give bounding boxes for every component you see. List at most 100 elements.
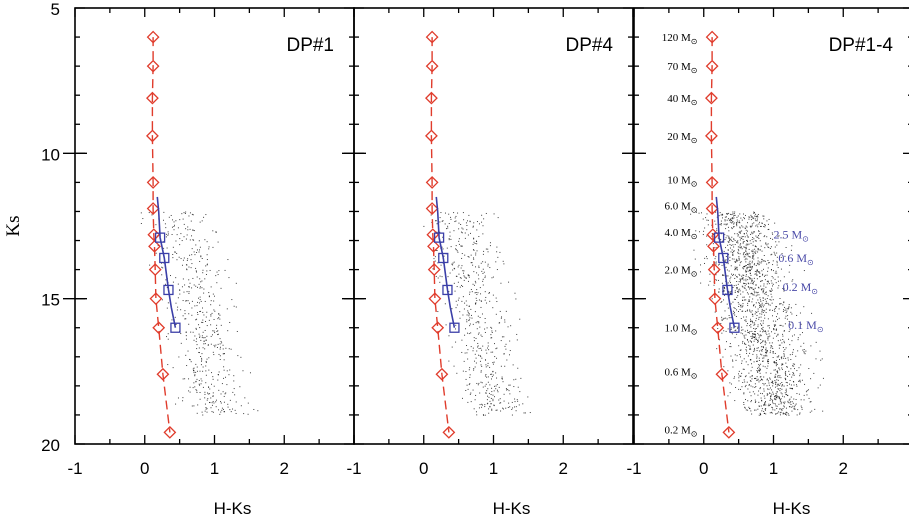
star-point — [745, 334, 747, 336]
star-point — [730, 329, 732, 331]
star-point — [720, 323, 722, 325]
star-point — [206, 311, 208, 313]
star-point — [753, 288, 755, 290]
star-point — [743, 268, 745, 270]
star-point — [716, 348, 718, 350]
star-point — [472, 323, 474, 325]
star-point — [167, 338, 169, 340]
star-point — [488, 392, 490, 394]
star-point — [735, 261, 737, 263]
star-point — [734, 211, 736, 213]
star-point — [482, 414, 484, 416]
star-point — [774, 325, 776, 327]
star-point — [742, 303, 744, 305]
star-point — [449, 231, 451, 233]
star-point — [723, 286, 725, 288]
star-point — [475, 297, 477, 299]
star-point — [732, 244, 734, 246]
star-point — [484, 275, 486, 277]
star-point — [737, 246, 739, 248]
star-point — [740, 280, 742, 282]
star-point — [761, 308, 763, 310]
star-point — [757, 260, 759, 262]
x-tick-label: -1 — [346, 459, 361, 478]
star-point — [772, 320, 774, 322]
star-point — [466, 321, 468, 323]
star-point — [766, 379, 768, 381]
star-point — [759, 387, 761, 389]
star-point — [795, 303, 797, 305]
star-point — [174, 251, 176, 253]
star-point — [205, 316, 207, 318]
star-point — [774, 361, 776, 363]
star-point — [478, 354, 480, 356]
star-point — [730, 276, 732, 278]
star-point — [487, 251, 489, 253]
star-point — [785, 381, 787, 383]
star-point — [731, 273, 733, 275]
star-point — [743, 287, 745, 289]
star-point — [766, 220, 768, 222]
star-point — [469, 376, 471, 378]
star-point — [492, 363, 494, 365]
star-point — [773, 251, 775, 253]
star-point — [509, 406, 511, 408]
star-point — [783, 401, 785, 403]
star-point — [739, 309, 741, 311]
star-point — [496, 301, 498, 303]
star-point — [475, 302, 477, 304]
star-point — [750, 214, 752, 216]
star-point — [751, 281, 753, 283]
star-point — [789, 387, 791, 389]
star-point — [199, 278, 201, 280]
star-point — [751, 366, 753, 368]
star-point — [197, 286, 199, 288]
star-point — [193, 367, 195, 369]
star-point — [764, 314, 766, 316]
star-point — [742, 238, 744, 240]
star-point — [796, 385, 798, 387]
star-point — [215, 275, 217, 277]
star-point — [737, 289, 739, 291]
star-point — [711, 298, 713, 300]
star-point — [222, 348, 224, 350]
star-point — [180, 342, 182, 344]
star-point — [700, 282, 702, 284]
star-point — [752, 336, 754, 338]
star-point — [732, 366, 734, 368]
star-point — [790, 368, 792, 370]
star-point — [218, 389, 220, 391]
star-point — [464, 302, 466, 304]
star-point — [161, 274, 163, 276]
star-point — [773, 403, 775, 405]
star-point — [761, 274, 763, 276]
star-point — [780, 392, 782, 394]
star-point — [507, 326, 509, 328]
star-point — [199, 370, 201, 372]
star-point — [747, 270, 749, 272]
star-point — [809, 401, 811, 403]
star-point — [755, 317, 757, 319]
star-point — [768, 262, 770, 264]
star-point — [173, 229, 175, 231]
star-point — [774, 254, 776, 256]
star-point — [757, 339, 759, 341]
star-point — [782, 347, 784, 349]
star-point — [481, 214, 483, 216]
star-point — [484, 277, 486, 279]
star-point — [748, 252, 750, 254]
star-point — [195, 341, 197, 343]
star-point — [787, 395, 789, 397]
star-point — [165, 236, 167, 238]
star-point — [763, 410, 765, 412]
star-point — [512, 407, 514, 409]
star-point — [435, 249, 437, 251]
star-point — [763, 331, 765, 333]
star-point — [464, 276, 466, 278]
star-point — [754, 306, 756, 308]
star-point — [771, 331, 773, 333]
star-point — [219, 338, 221, 340]
star-point — [741, 248, 743, 250]
star-point — [752, 283, 754, 285]
star-point — [155, 224, 157, 226]
